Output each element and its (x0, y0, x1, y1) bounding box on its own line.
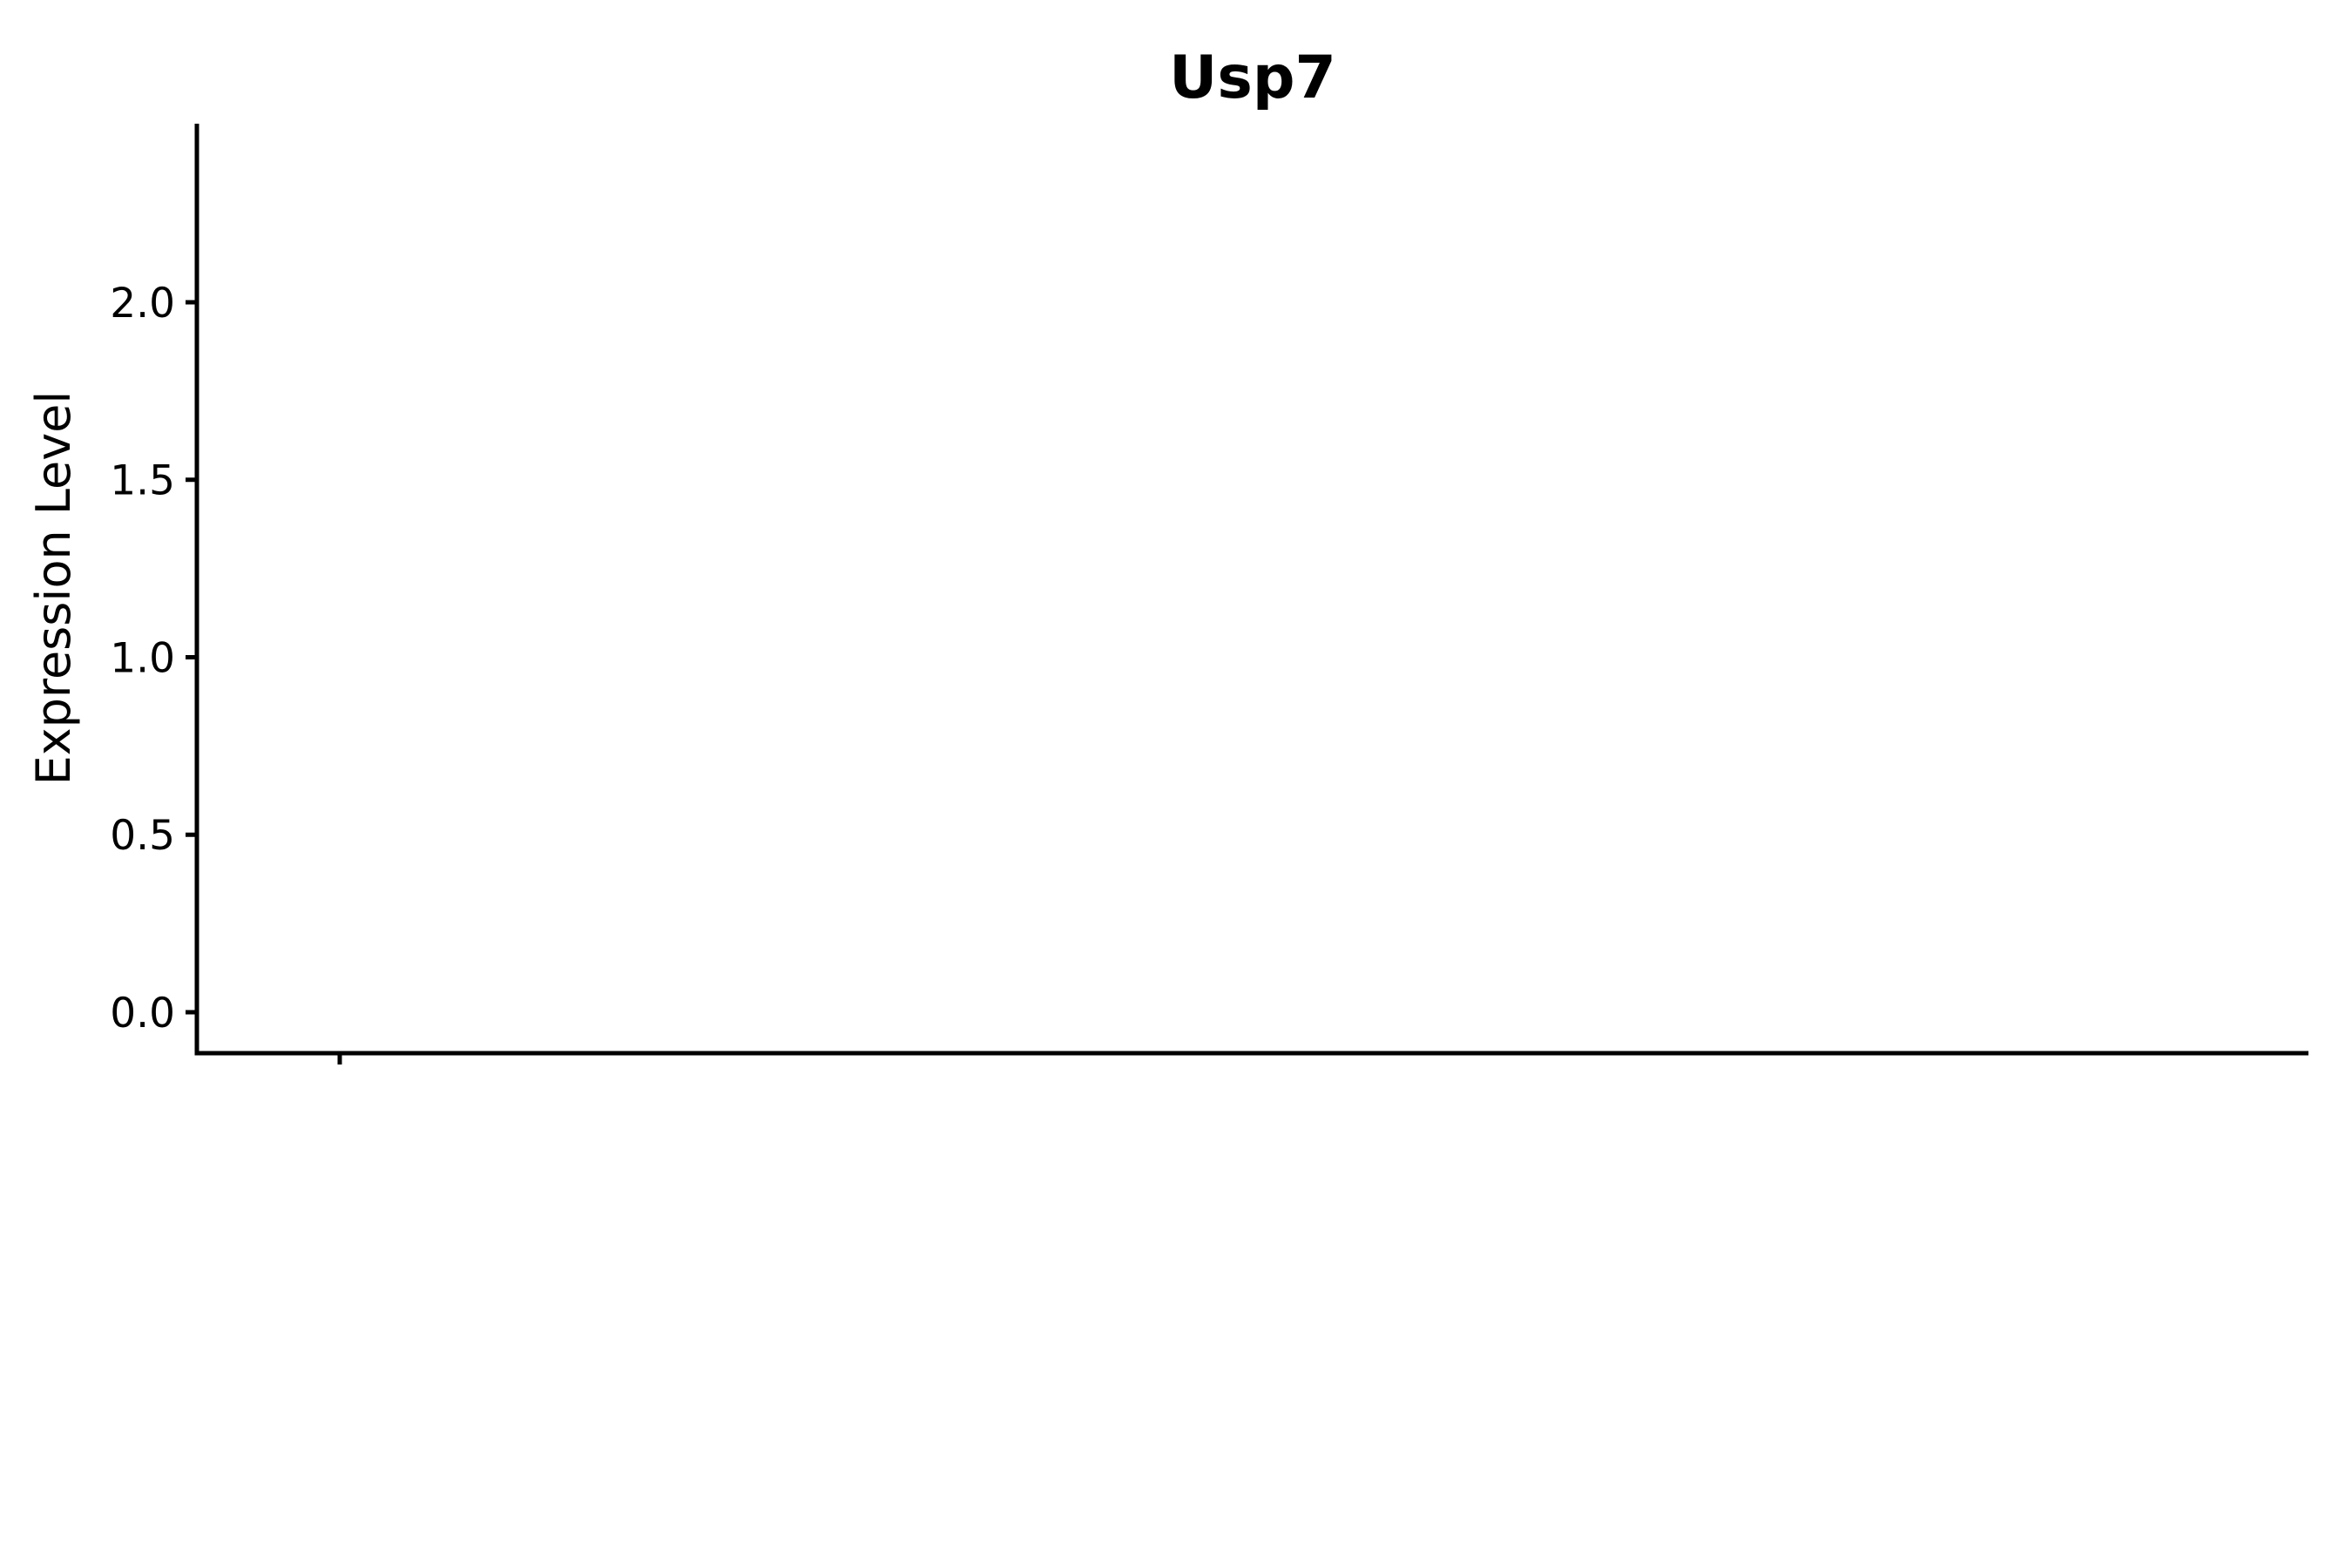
y-axis-ticks: 0.0 0.5 1.0 1.5 2.0 (110, 280, 197, 1037)
y-tick-label: 1.5 (110, 457, 175, 505)
chart-title: Usp7 (1169, 44, 1336, 112)
axis-spines (194, 124, 2308, 1056)
y-tick-label: 0.5 (110, 812, 175, 860)
y-axis-label: Expression Level (26, 391, 81, 786)
y-tick-label: 0.0 (110, 990, 175, 1037)
y-tick-label: 1.0 (110, 634, 175, 682)
y-tick-label: 2.0 (110, 280, 175, 328)
